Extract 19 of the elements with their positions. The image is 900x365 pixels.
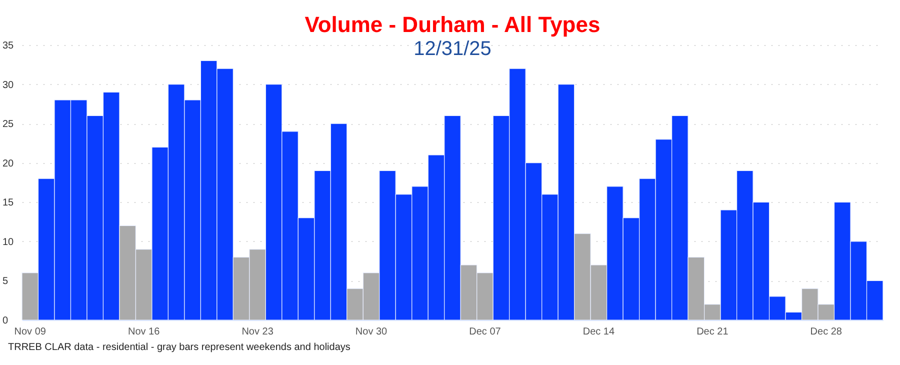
chart-title: Volume - Durham - All Types <box>304 12 600 37</box>
y-tick-label: 30 <box>2 80 14 91</box>
x-tick-label: Dec 21 <box>696 326 729 338</box>
x-tick-label: Dec 28 <box>810 326 842 338</box>
x-tick-label: Nov 30 <box>355 326 388 338</box>
y-tick-label: 10 <box>2 236 14 248</box>
y-tick-label: 25 <box>2 119 14 130</box>
chart-subtitle: 12/31/25 <box>414 38 492 60</box>
x-tick-label: Nov 16 <box>128 326 160 338</box>
y-tick-label: 35 <box>2 40 14 52</box>
y-tick-label: 5 <box>2 276 8 288</box>
x-tick-label: Dec 07 <box>469 326 502 338</box>
x-tick-label: Dec 14 <box>582 326 615 338</box>
x-tick-label: Nov 09 <box>14 326 46 338</box>
text: TRREB CLAR data - residential - gray bars represent weekends and holidays <box>8 342 350 353</box>
y-tick-label: 15 <box>2 198 14 209</box>
x-tick-label: Nov 23 <box>242 326 274 338</box>
y-tick-label: 20 <box>2 158 14 170</box>
y-tick-label: 0 <box>2 316 8 326</box>
